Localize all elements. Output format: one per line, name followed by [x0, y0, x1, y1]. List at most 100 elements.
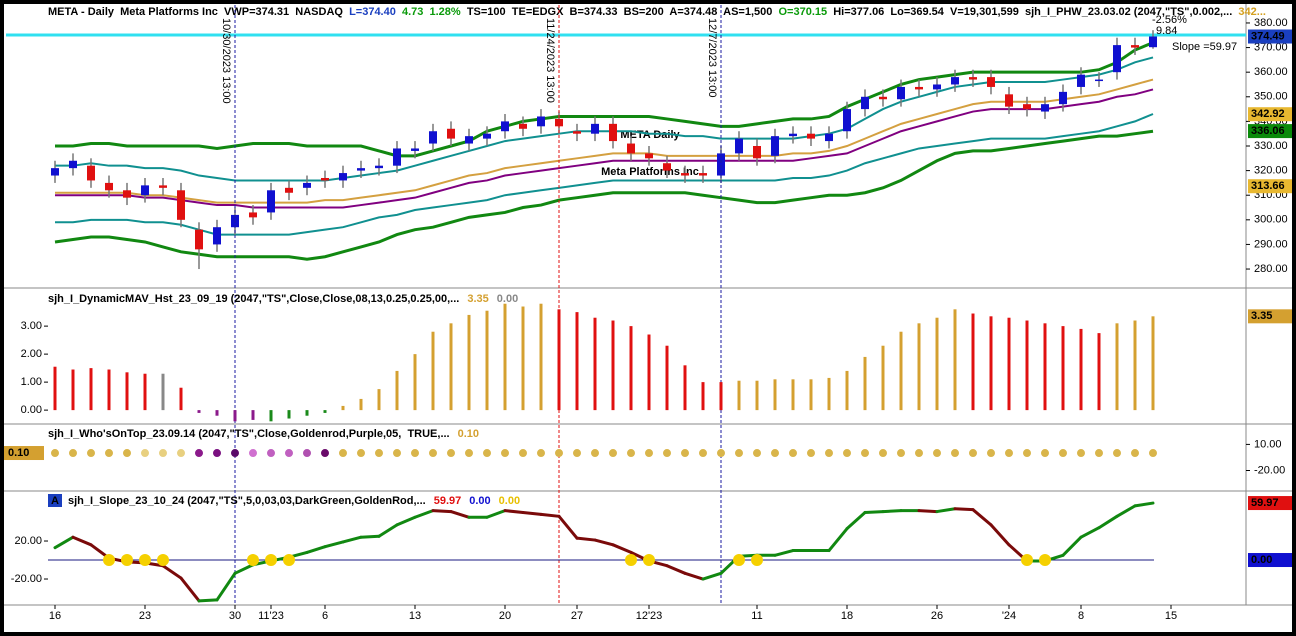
histogram-bar — [845, 370, 849, 411]
signal-dot — [825, 449, 833, 458]
signal-dot — [933, 449, 941, 458]
header-segment: META - Daily Meta Platforms Inc VWP=374.… — [48, 6, 349, 18]
y-tick-label: 1.00 — [21, 376, 42, 388]
x-tick-label: 23 — [139, 610, 151, 622]
candle-body — [699, 173, 707, 176]
header-segment: O=370.15 — [778, 6, 833, 18]
slope-segment — [233, 563, 255, 575]
signal-dot — [789, 449, 797, 458]
signal-dot — [357, 449, 365, 458]
candle-body — [375, 165, 383, 169]
histogram-bar — [971, 313, 975, 411]
histogram-bar — [179, 387, 183, 411]
candle-body — [537, 116, 545, 127]
signal-dot — [1059, 449, 1067, 458]
signal-dot — [735, 449, 743, 458]
candle-body — [357, 168, 365, 171]
y-tick-label: 370.00 — [1254, 41, 1288, 53]
histogram-bar — [251, 410, 255, 420]
band-line — [55, 56, 1154, 182]
histogram-bar — [953, 309, 957, 411]
signal-dot — [177, 449, 185, 458]
panel-title-text: sjh_I_Slope_23_10_24 (2047,"TS",5,0,03,0… — [68, 495, 426, 507]
session-label: 10/30/2023 13:00 — [220, 18, 232, 104]
value-label: 0.10 — [8, 447, 29, 459]
symbol-header: META - Daily Meta Platforms Inc VWP=374.… — [48, 6, 1266, 18]
zero-marker — [625, 554, 637, 567]
panel-title: sjh_I_DynamicMAV_Hst_23_09_19 (2047,"TS"… — [48, 293, 518, 305]
x-tick-label: 18 — [841, 610, 853, 622]
y-tick-label: 320.00 — [1254, 165, 1288, 177]
slope-segment — [845, 511, 867, 531]
zero-marker — [751, 554, 763, 567]
x-tick-label: 26 — [931, 610, 943, 622]
histogram-bar — [1133, 320, 1137, 411]
signal-dot — [321, 449, 329, 458]
candle-body — [483, 133, 491, 139]
histogram-bar — [809, 379, 813, 411]
badge-box — [48, 494, 62, 507]
histogram-bar — [899, 331, 903, 411]
signal-dot — [1095, 449, 1103, 458]
histogram-bar — [989, 316, 993, 411]
histogram-bar — [269, 410, 273, 422]
candle-body — [1113, 45, 1121, 73]
signal-dot — [501, 449, 509, 458]
y-tick-label: 10.00 — [1254, 438, 1282, 450]
slope-segment — [701, 571, 723, 581]
header-segment: 342... — [1238, 6, 1266, 18]
signal-dot — [591, 449, 599, 458]
slope-segment — [1115, 504, 1137, 518]
price-label: 313.66 — [1251, 180, 1285, 192]
candle-body — [1059, 91, 1067, 105]
signal-dot — [393, 449, 401, 458]
slope-segment — [377, 523, 399, 538]
y-tick-label: 380.00 — [1254, 17, 1288, 29]
slope-segment — [395, 515, 417, 527]
signal-dot — [537, 449, 545, 458]
price-label-box — [1248, 124, 1292, 139]
signal-dot — [51, 449, 59, 458]
histogram-bar — [593, 317, 597, 411]
signal-dot — [231, 449, 239, 458]
histogram-bar — [359, 398, 363, 411]
panel-title: sjh_I_Slope_23_10_24 (2047,"TS",5,0,03,0… — [68, 495, 520, 507]
zero-marker — [157, 554, 169, 567]
signal-dot — [951, 449, 959, 458]
histogram-bar — [701, 382, 705, 411]
histogram-bar — [683, 365, 687, 411]
histogram-bar — [1025, 320, 1029, 411]
y-tick-label: 350.00 — [1254, 91, 1288, 103]
panel-title-text: sjh_I_DynamicMAV_Hst_23_09_19 (2047,"TS"… — [48, 293, 459, 305]
candle-body — [591, 123, 599, 134]
histogram-bar — [107, 369, 111, 411]
x-tick-label: 30 — [229, 610, 241, 622]
zero-marker — [283, 554, 295, 567]
histogram-bar — [863, 356, 867, 411]
signal-dot — [1077, 449, 1085, 458]
signal-dot — [681, 449, 689, 458]
candle-body — [951, 77, 959, 85]
candle-body — [285, 187, 293, 193]
zero-marker — [1039, 554, 1051, 567]
signal-dot — [105, 449, 113, 458]
histogram-bar — [917, 323, 921, 411]
candle-body — [897, 86, 905, 100]
panel-title-text: sjh_I_Who'sOnTop_23.09.14 (2047,"TS",Clo… — [48, 428, 450, 440]
candle-body — [627, 143, 635, 154]
slope-segment — [449, 510, 471, 519]
signal-dot — [717, 449, 725, 458]
slope-segment — [827, 527, 849, 553]
candle-body — [339, 173, 347, 181]
panel-title-value: 3.35 — [467, 293, 488, 305]
candle-body — [843, 109, 851, 132]
candle-body — [879, 96, 887, 100]
signal-dot — [1131, 449, 1139, 458]
candle-body — [663, 163, 671, 171]
candle-body — [933, 84, 941, 90]
value-label-box — [4, 446, 44, 461]
zero-marker — [103, 554, 115, 567]
candle-body — [519, 123, 527, 129]
candle-body — [717, 153, 725, 176]
slope-segment — [521, 511, 543, 516]
